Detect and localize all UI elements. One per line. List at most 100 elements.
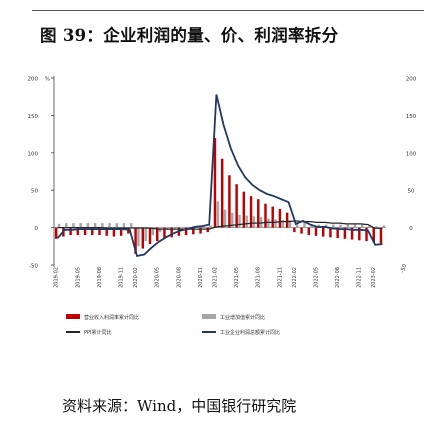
bar-营业收入利润率累计同比: [329, 227, 332, 238]
x-tick-label: 2019-02: [54, 267, 60, 288]
right-axis-tick-label: 200: [406, 77, 417, 83]
bar-营业收入利润率累计同比: [134, 227, 137, 254]
bar-工业增加值累计同比: [137, 227, 140, 247]
bar-工业增加值累计同比: [382, 225, 386, 228]
bar-工业增加值累计同比: [209, 225, 212, 228]
legend-label: 营业收入利润率累计同比: [84, 314, 139, 321]
left-axis-unit: %: [45, 77, 50, 83]
bar-工业增加值累计同比: [353, 224, 357, 228]
right-axis-tick-label: 50: [408, 189, 415, 195]
legend-swatch: [66, 314, 80, 319]
bar-营业收入利润率累计同比: [300, 227, 303, 234]
bar-营业收入利润率累计同比: [163, 227, 166, 239]
bar-营业收入利润率累计同比: [235, 184, 238, 228]
bar-工业增加值累计同比: [108, 223, 111, 228]
bar-工业增加值累计同比: [375, 226, 378, 228]
bar-营业收入利润率累计同比: [242, 191, 246, 228]
bar-工业增加值累计同比: [144, 227, 147, 242]
bar-工业增加值累计同比: [122, 223, 126, 228]
top-rule: [32, 10, 424, 11]
bar-营业收入利润率累计同比: [271, 206, 274, 228]
left-axis-tick-label: 200: [28, 77, 39, 83]
bar-工业增加值累计同比: [238, 214, 241, 228]
bar-营业收入利润率累计同比: [307, 227, 311, 236]
left-axis-tick-label: 150: [28, 114, 39, 120]
bar-营业收入利润率累计同比: [249, 196, 253, 228]
bar-营业收入利润率累计同比: [343, 227, 347, 239]
bar-营业收入利润率累计同比: [76, 227, 80, 236]
bar-营业收入利润率累计同比: [206, 227, 209, 233]
bar-工业增加值累计同比: [252, 216, 256, 228]
legend-label: PPI累计同比: [84, 329, 112, 336]
bar-工业增加值累计同比: [93, 223, 97, 228]
bar-营业收入利润率累计同比: [314, 227, 318, 236]
bar-工业增加值累计同比: [101, 223, 104, 228]
bar-营业收入利润率累计同比: [264, 203, 267, 228]
bar-营业收入利润率累计同比: [358, 227, 361, 241]
bar-工业增加值累计同比: [332, 224, 335, 228]
bar-工业增加值累计同比: [324, 224, 328, 228]
x-tick-label: 2021-11: [277, 267, 283, 288]
bar-营业收入利润率累计同比: [192, 227, 195, 235]
bar-营业收入利润率累计同比: [278, 208, 282, 228]
left-axis-tick-label: -50: [29, 264, 38, 270]
bar-工业增加值累计同比: [223, 209, 227, 228]
bar-营业收入利润率累计同比: [228, 175, 231, 228]
bar-工业增加值累计同比: [86, 223, 90, 228]
bar-工业增加值累计同比: [288, 220, 292, 228]
x-tick-label: 2019-11: [119, 267, 125, 288]
x-tick-label: 2022-02: [292, 267, 298, 288]
bar-营业收入利润率累计同比: [105, 227, 108, 236]
bar-营业收入利润率累计同比: [148, 227, 152, 245]
x-tick-label: 2020-05: [155, 267, 161, 288]
x-tick-label: 2020-11: [198, 267, 204, 288]
x-tick-label: 2020-08: [176, 267, 182, 288]
line-工业企业利润总额累计同比: [56, 94, 383, 258]
x-tick-label: 2019-08: [97, 267, 103, 288]
source-note: 资料来源：Wind，中国银行研究院: [62, 397, 297, 415]
bar-营业收入利润率累计同比: [119, 227, 123, 236]
bar-营业收入利润率累计同比: [98, 227, 101, 236]
x-tick-label: 2020-02: [133, 267, 139, 288]
bar-营业收入利润率累计同比: [372, 227, 375, 243]
x-tick-label: 2022-05: [313, 267, 319, 288]
figure-title: 图 39：企业利润的量、价、利润率拆分: [40, 26, 339, 45]
bar-工业增加值累计同比: [360, 224, 364, 228]
right-axis-tick-label: 0: [409, 226, 413, 232]
bar-工业增加值累计同比: [295, 222, 299, 228]
x-tick-label: 2023-02: [371, 267, 377, 288]
bar-营业收入利润率累计同比: [321, 227, 325, 237]
bar-工业增加值累计同比: [346, 224, 349, 228]
bar-工业增加值累计同比: [339, 224, 342, 228]
bar-工业增加值累计同比: [267, 218, 270, 228]
bar-工业增加值累计同比: [310, 224, 313, 228]
right-axis-tick-label: 100: [406, 151, 417, 157]
x-tick-label: 2022-08: [335, 267, 341, 288]
bar-营业收入利润率累计同比: [350, 227, 354, 240]
x-tick-label: 2019-05: [75, 267, 81, 288]
bar-工业增加值累计同比: [79, 223, 82, 228]
bar-营业收入利润率累计同比: [170, 227, 173, 238]
bar-工业增加值累计同比: [231, 212, 234, 228]
left-axis-tick-label: 50: [31, 189, 38, 195]
x-tick-label: 2021-08: [256, 267, 262, 288]
bar-工业增加值累计同比: [173, 227, 176, 229]
left-axis-tick-label: 100: [28, 151, 39, 157]
bar-营业收入利润率累计同比: [184, 227, 188, 236]
bar-营业收入利润率累计同比: [220, 158, 224, 228]
bar-工业增加值累计同比: [57, 223, 61, 228]
bar-营业收入利润率累计同比: [127, 227, 130, 234]
bar-工业增加值累计同比: [115, 223, 119, 228]
bar-营业收入利润率累计同比: [379, 227, 383, 245]
bar-营业收入利润率累计同比: [112, 227, 116, 237]
bar-工业增加值累计同比: [187, 226, 191, 228]
bar-工业增加值累计同比: [65, 223, 68, 228]
line-PPI累计同比: [57, 220, 383, 230]
bar-营业收入利润率累计同比: [155, 227, 159, 242]
legend-label: 工业增加值累计同比: [220, 314, 265, 321]
bar-工业增加值累计同比: [245, 215, 248, 228]
bar-营业收入利润率累计同比: [285, 212, 289, 228]
bar-工业增加值累计同比: [129, 223, 133, 228]
bar-营业收入利润率累计同比: [336, 227, 339, 239]
